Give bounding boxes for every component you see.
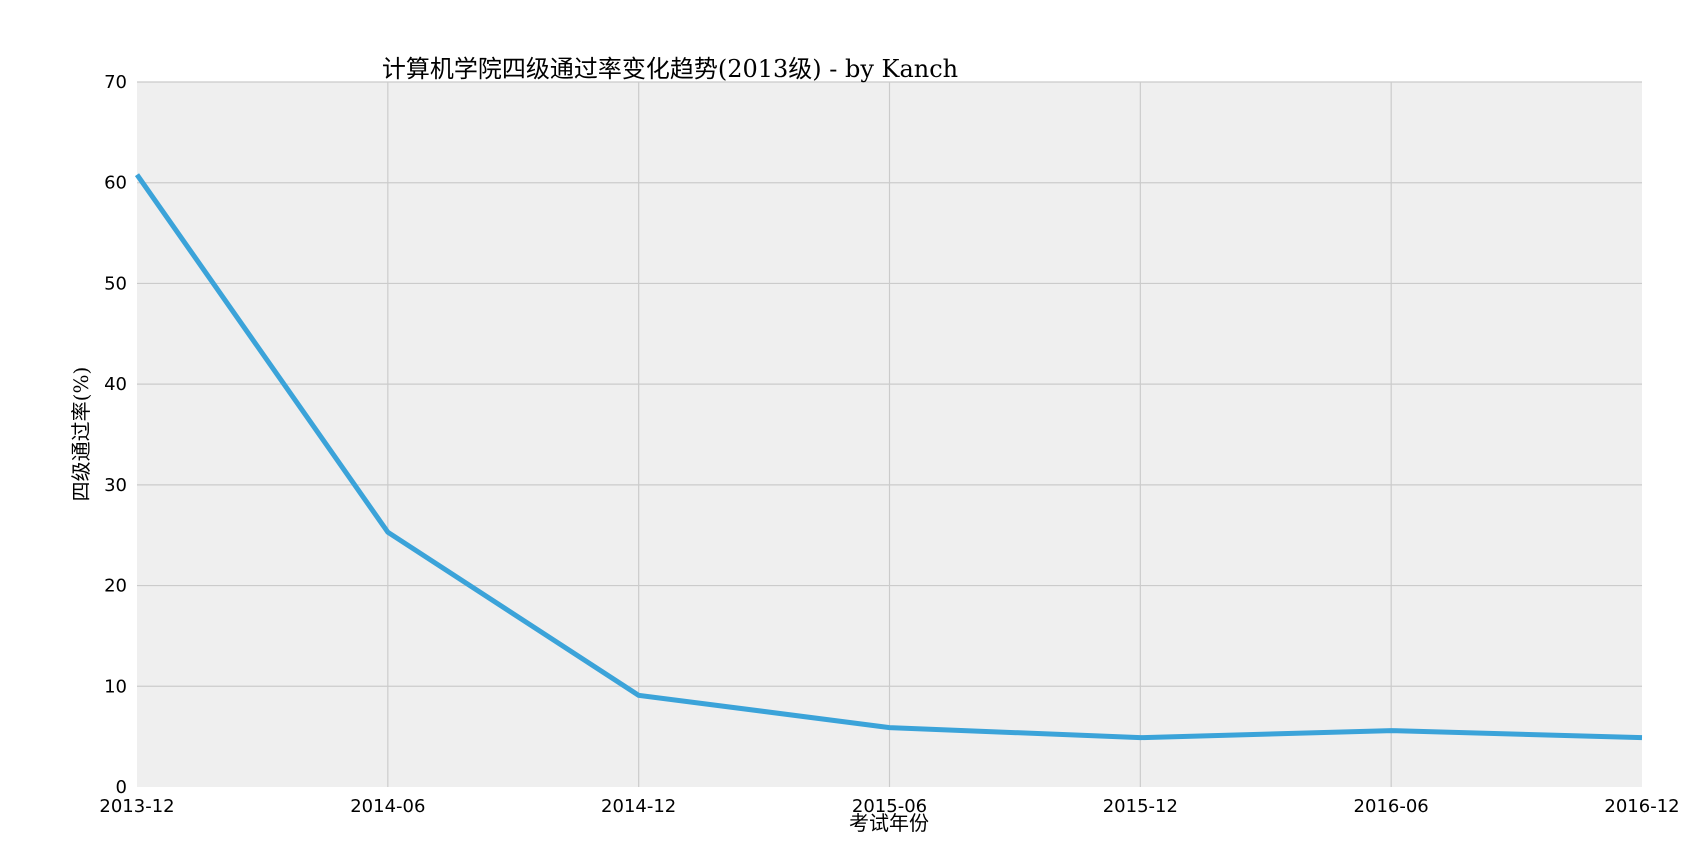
y-tick-label: 70 — [104, 72, 127, 93]
x-tick-label: 2016-06 — [1354, 796, 1429, 817]
y-tick-label: 10 — [104, 676, 127, 697]
x-tick-label: 2016-12 — [1604, 796, 1679, 817]
y-tick-label: 60 — [104, 173, 127, 194]
y-tick-label: 0 — [116, 777, 127, 798]
x-tick-label: 2014-06 — [350, 796, 425, 817]
y-tick-label: 40 — [104, 374, 127, 395]
y-tick-label: 50 — [104, 273, 127, 294]
x-axis-label: 考试年份 — [849, 811, 929, 835]
y-axis-ticks: 0 10 20 30 40 50 60 70 — [104, 72, 127, 798]
y-tick-label: 20 — [104, 576, 127, 597]
x-tick-label: 2015-12 — [1103, 796, 1178, 817]
chart-title: 计算机学院四级通过率变化趋势(2013级) - by Kanch — [382, 55, 958, 83]
y-tick-label: 30 — [104, 475, 127, 496]
x-tick-label: 2013-12 — [99, 796, 174, 817]
x-tick-label: 2014-12 — [601, 796, 676, 817]
y-axis-label: 四级通过率(%) — [69, 367, 93, 502]
